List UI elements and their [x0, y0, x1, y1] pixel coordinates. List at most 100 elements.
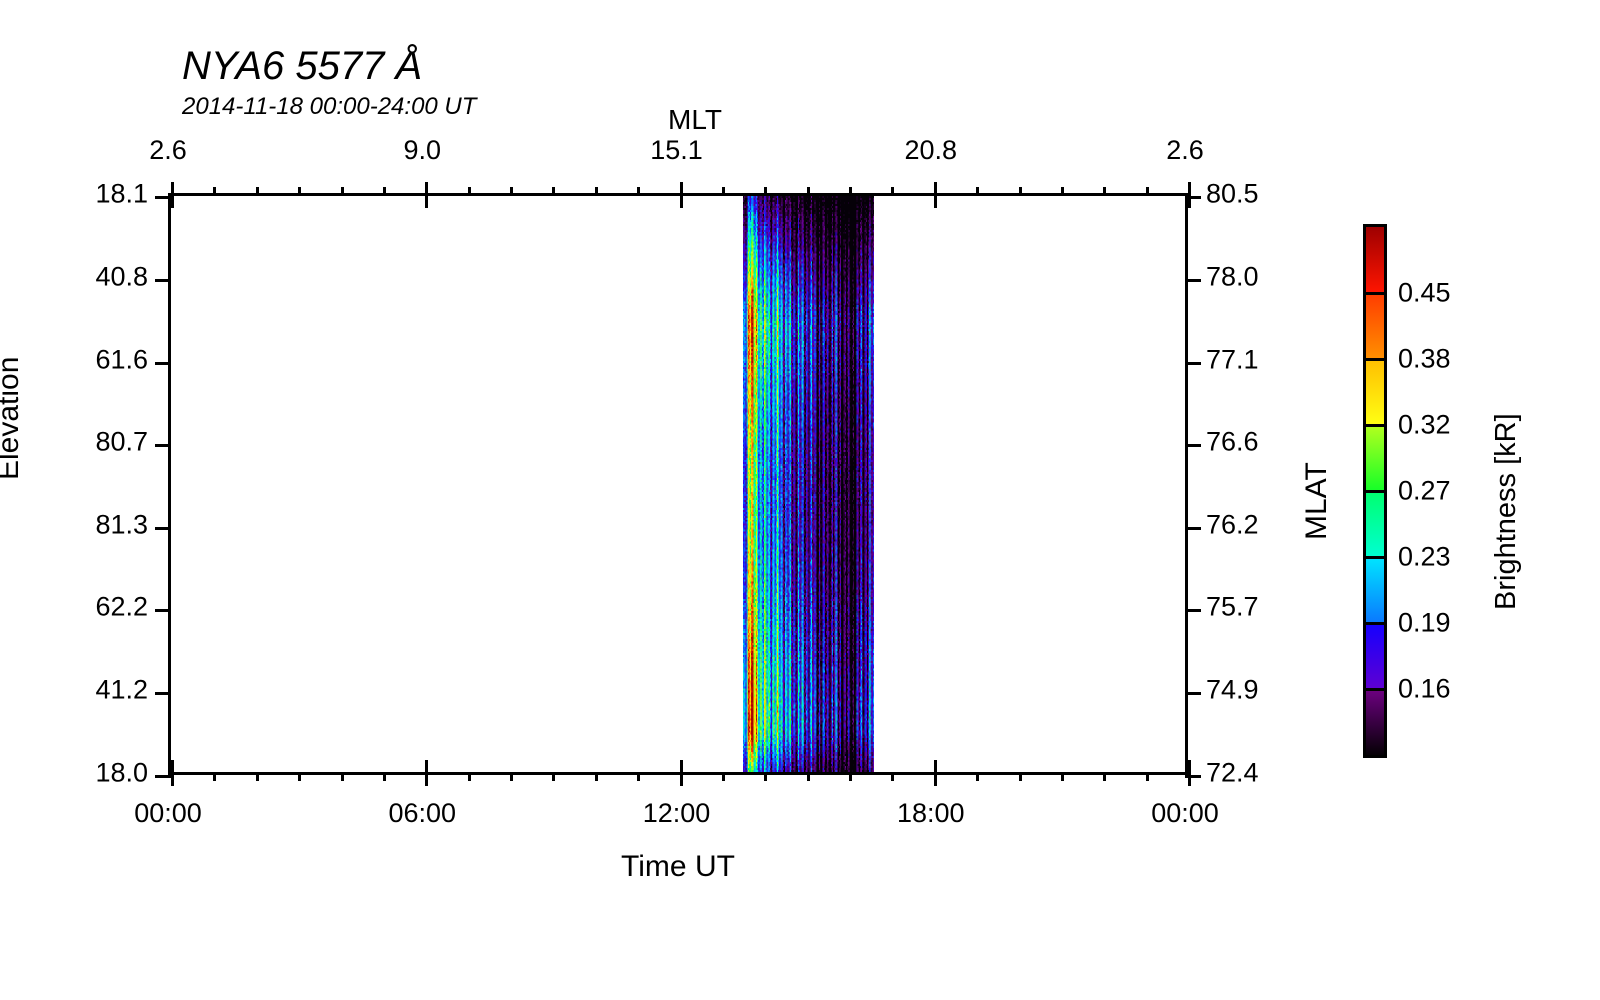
- colorbar-tick-label: 0.23: [1398, 541, 1451, 572]
- top-minor-tick: [1060, 187, 1064, 196]
- top-minor-tick: [382, 187, 386, 196]
- left-tick: [155, 609, 171, 613]
- colorbar-tick-label: 0.32: [1398, 409, 1451, 440]
- bottom-minor-tick: [340, 772, 344, 781]
- top-minor-tick: [849, 187, 852, 196]
- top-inner-tick: [171, 196, 174, 208]
- mlat-tick-label: 75.7: [1206, 591, 1259, 622]
- top-minor-tick: [298, 187, 302, 196]
- left-tick: [155, 526, 171, 530]
- top-minor-tick: [510, 187, 513, 196]
- colorbar-divider: [1366, 358, 1384, 361]
- colorbar-segment: [1366, 557, 1384, 623]
- top-minor-tick: [467, 187, 471, 196]
- colorbar-segment: [1366, 227, 1384, 293]
- bottom-major-tick: [933, 772, 937, 786]
- time-tick-label: 06:00: [388, 798, 457, 828]
- colorbar-tick-label: 0.45: [1398, 277, 1451, 308]
- mlt-tick-label: 2.6: [1166, 135, 1204, 165]
- left-tick: [155, 775, 171, 778]
- colorbar-segment: [1366, 689, 1384, 755]
- elevation-tick-label: 41.2: [95, 674, 148, 705]
- top-inner-tick: [425, 196, 429, 208]
- bottom-major-tick: [1188, 772, 1191, 786]
- left-axis-label: Elevation: [0, 356, 25, 480]
- colorbar-divider: [1366, 622, 1384, 625]
- colorbar-gradient: [1363, 224, 1387, 758]
- bottom-minor-tick: [721, 772, 725, 781]
- left-tick: [155, 196, 171, 199]
- mlat-tick-label: 78.0: [1206, 261, 1259, 292]
- right-tick: [1185, 526, 1201, 530]
- elevation-tick-label: 18.1: [95, 178, 148, 209]
- right-tick: [1185, 609, 1201, 613]
- bottom-minor-tick: [594, 772, 598, 781]
- bottom-major-tick: [171, 772, 174, 786]
- bottom-inner-tick: [171, 760, 174, 772]
- colorbar-segment: [1366, 293, 1384, 359]
- mlat-tick-label: 80.5: [1206, 178, 1259, 209]
- bottom-major-tick: [679, 772, 683, 786]
- top-minor-tick: [891, 187, 895, 196]
- right-axis-label: MLAT: [1300, 462, 1333, 540]
- top-major-tick: [171, 182, 174, 196]
- right-tick: [1185, 278, 1201, 282]
- bottom-inner-tick: [933, 760, 937, 772]
- bottom-minor-tick: [298, 772, 302, 781]
- mlt-tick-label: 2.6: [149, 135, 187, 165]
- left-tick: [155, 444, 171, 448]
- elevation-tick-label: 40.8: [95, 261, 148, 292]
- keogram-canvas: [743, 196, 875, 772]
- top-axis-label: MLT: [668, 104, 722, 135]
- left-tick: [155, 692, 171, 696]
- elevation-tick-label: 81.3: [95, 509, 148, 540]
- colorbar: [1363, 224, 1387, 758]
- top-minor-tick: [552, 187, 556, 196]
- top-minor-tick: [340, 187, 344, 196]
- colorbar-segment: [1366, 491, 1384, 557]
- bottom-minor-tick: [1145, 772, 1149, 781]
- top-major-tick: [1188, 182, 1191, 196]
- top-minor-tick: [1103, 187, 1107, 196]
- elevation-tick-label: 61.6: [95, 344, 148, 375]
- time-tick-label: 00:00: [1151, 798, 1219, 828]
- time-tick-label: 00:00: [134, 798, 202, 828]
- top-major-tick: [425, 182, 429, 196]
- mlat-tick-label: 76.6: [1206, 426, 1259, 457]
- mlt-tick-label: 20.8: [904, 135, 958, 165]
- top-minor-tick: [213, 187, 217, 196]
- top-inner-tick: [679, 196, 683, 208]
- top-minor-tick: [255, 187, 259, 196]
- elevation-tick-label: 80.7: [95, 426, 148, 457]
- keogram-image: [743, 196, 875, 772]
- bottom-minor-tick: [510, 772, 513, 781]
- data-clip: [171, 196, 1185, 772]
- left-tick: [155, 278, 171, 282]
- top-major-tick: [679, 182, 683, 196]
- top-minor-tick: [976, 187, 980, 196]
- colorbar-tick-label: 0.19: [1398, 607, 1451, 638]
- bottom-major-tick: [425, 772, 429, 786]
- mlat-tick-label: 72.4: [1206, 757, 1259, 788]
- top-major-tick: [933, 182, 937, 196]
- top-inner-tick: [933, 196, 937, 208]
- bottom-inner-tick: [425, 760, 429, 772]
- bottom-minor-tick: [467, 772, 471, 781]
- colorbar-divider: [1366, 292, 1384, 295]
- elevation-tick-label: 18.0: [95, 757, 148, 788]
- top-minor-tick: [1018, 187, 1022, 196]
- right-tick: [1185, 361, 1201, 365]
- colorbar-divider: [1366, 688, 1384, 691]
- bottom-minor-tick: [213, 772, 217, 781]
- plot-area: [155, 182, 1201, 786]
- top-minor-tick: [721, 187, 725, 196]
- colorbar-tick-label: 0.38: [1398, 343, 1451, 374]
- top-minor-tick: [594, 187, 598, 196]
- mlat-tick-label: 74.9: [1206, 674, 1259, 705]
- figure-title: NYA6 5577 Å: [182, 44, 423, 88]
- bottom-minor-tick: [764, 772, 768, 781]
- bottom-minor-tick: [255, 772, 259, 781]
- colorbar-segment: [1366, 623, 1384, 689]
- elevation-tick-label: 62.2: [95, 591, 148, 622]
